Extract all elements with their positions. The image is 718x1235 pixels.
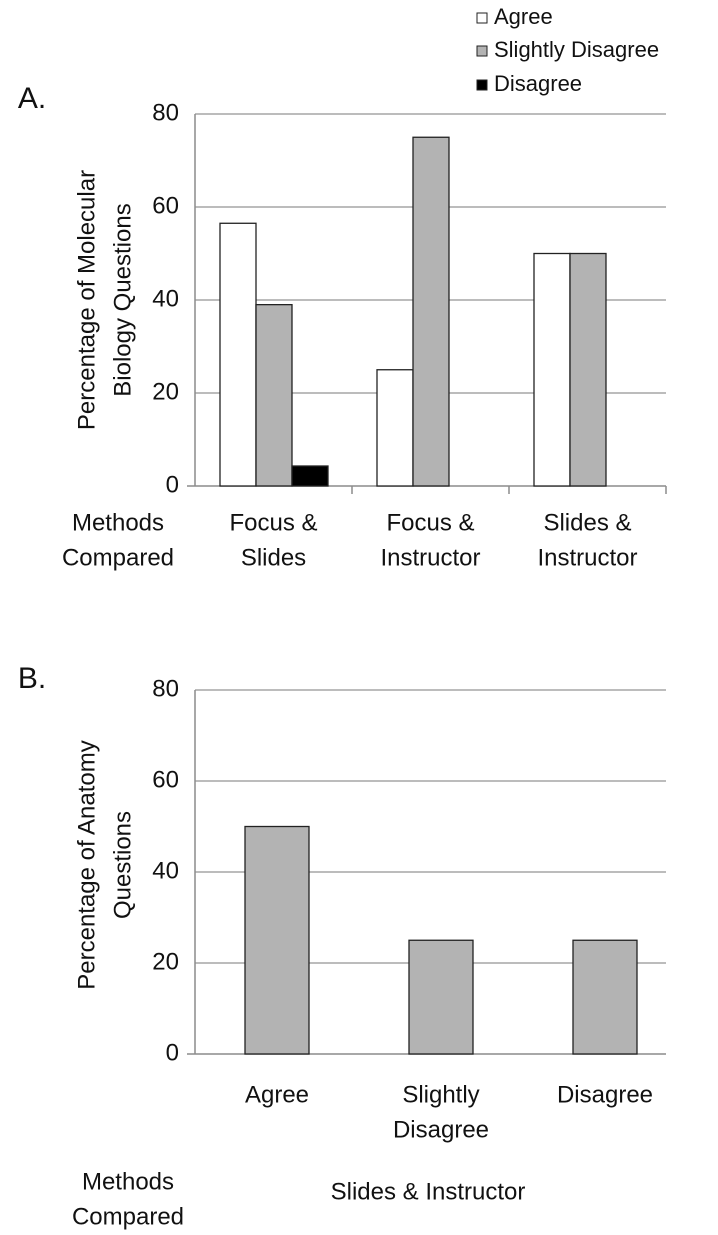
panel-label: B.	[18, 662, 46, 695]
y-tick-label: 60	[152, 192, 179, 219]
y-axis-label: Percentage of Anatomy	[73, 740, 100, 990]
x-axis-label: Methods	[72, 509, 164, 536]
category-label: Focus &	[386, 509, 474, 536]
bar-slightly-disagree	[569, 252, 607, 487]
bar-slightly-disagree	[255, 303, 293, 487]
y-tick-label: 80	[152, 675, 179, 702]
bar-agree	[376, 369, 414, 487]
category-label: Focus &	[229, 509, 317, 536]
y-tick-label: 20	[152, 378, 179, 405]
x-axis-label: Compared	[72, 1203, 184, 1230]
legend: Agree Slightly Disagree Disagree	[476, 4, 659, 96]
y-tick-label: 0	[166, 1039, 179, 1066]
category-label: Disagree	[393, 1116, 489, 1143]
legend-label: Agree	[494, 4, 553, 29]
bar-disagree	[291, 465, 329, 487]
y-axis-label: Biology Questions	[109, 203, 136, 396]
y-tick-label: 40	[152, 285, 179, 312]
bar-agree	[533, 252, 571, 487]
category-label: Slightly	[402, 1081, 479, 1108]
x-axis-label: Compared	[62, 544, 174, 571]
y-tick-label: 60	[152, 766, 179, 793]
panel-label: A.	[18, 82, 46, 115]
group-label: Slides & Instructor	[331, 1178, 526, 1205]
legend-label: Disagree	[494, 71, 582, 96]
x-axis-label: Methods	[82, 1168, 174, 1195]
legend-swatch	[476, 79, 488, 91]
bar-agree	[219, 222, 257, 487]
y-tick-label: 20	[152, 948, 179, 975]
category-label: Instructor	[380, 544, 480, 571]
bar-slightly-disagree	[412, 136, 450, 487]
category-label: Agree	[245, 1081, 309, 1108]
y-axis-label: Questions	[109, 811, 136, 919]
bar-value	[408, 939, 474, 1055]
bar-value	[572, 939, 638, 1055]
legend-swatch	[476, 45, 488, 57]
legend-swatch	[476, 12, 488, 24]
legend-label: Slightly Disagree	[494, 37, 659, 62]
category-label: Instructor	[537, 544, 637, 571]
y-tick-label: 0	[166, 471, 179, 498]
panel-b: B. 0 20 40 60 80 Agree Slightly Disagree Disagree…	[18, 662, 666, 1230]
category-label: Slides &	[543, 509, 631, 536]
category-label: Disagree	[557, 1081, 653, 1108]
y-tick-label: 40	[152, 857, 179, 884]
category-label: Slides	[241, 544, 306, 571]
y-tick-label: 80	[152, 99, 179, 126]
y-axis-label: Percentage of Molecular	[73, 170, 100, 430]
bar-value	[244, 825, 310, 1055]
panel-a: A. 0 20 40 60 80 Focus & Slides Focus & Instructo…	[18, 82, 667, 571]
